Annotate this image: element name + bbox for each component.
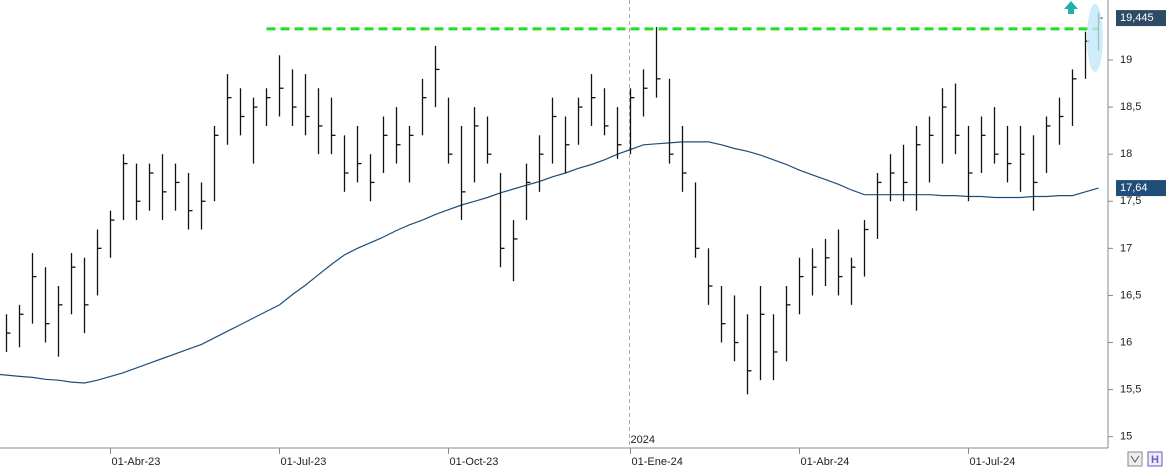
price-tag-label: 17,64 [1120,182,1148,194]
x-tick-label: 01-Oct-23 [450,456,499,468]
y-tick-label: 16 [1120,336,1132,348]
price-tag-label: 19,445 [1120,12,1154,24]
y-tick-label: 15 [1120,431,1132,443]
y-tick-label: 18 [1120,148,1132,160]
x-tick-label: 01-Abr-24 [801,456,850,468]
save-icon: H [1151,454,1159,466]
y-tick-label: 17,5 [1120,195,1141,207]
y-tick-label: 19 [1120,54,1132,66]
y-tick-label: 15,5 [1120,384,1141,396]
collapse-button[interactable] [1127,451,1143,467]
y-tick-label: 18,5 [1120,101,1141,113]
x-tick-label: 01-Abr-23 [112,456,161,468]
y-tick-label: 17 [1120,242,1132,254]
highlight [1087,4,1103,72]
x-tick-label: 01-Jul-24 [970,456,1016,468]
price-tag [1116,180,1166,197]
price-tag [1116,10,1166,27]
save-button[interactable] [1147,451,1163,467]
up-arrow-icon [1064,1,1078,14]
collapse-icon [1130,455,1140,463]
plot-area [0,0,1103,448]
y-tick-label: 16,5 [1120,289,1141,301]
year-label: 2024 [631,434,655,446]
x-tick-label: 01-Jul-23 [281,456,327,468]
x-tick-label: 01-Ene-24 [632,456,683,468]
